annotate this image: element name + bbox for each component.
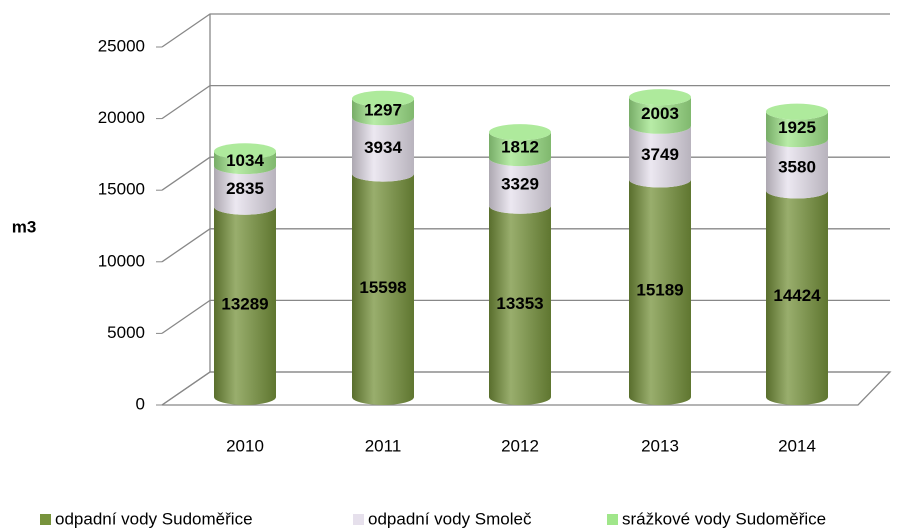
data-label: 15598 xyxy=(359,278,406,297)
y-tick-label: 15000 xyxy=(98,180,145,199)
bar-top xyxy=(629,89,691,106)
y-tick-label: 20000 xyxy=(98,108,145,127)
data-label: 14424 xyxy=(773,286,821,305)
bar-segment xyxy=(629,179,691,405)
data-label: 1925 xyxy=(778,118,816,137)
data-label: 3329 xyxy=(501,174,539,193)
x-tick-label: 2012 xyxy=(501,436,539,455)
bar-top xyxy=(352,90,414,107)
bar-segment xyxy=(352,98,414,126)
x-tick-label: 2011 xyxy=(365,436,402,455)
grid-line xyxy=(161,84,890,120)
data-label: 3749 xyxy=(641,145,679,164)
data-label: 1297 xyxy=(364,100,402,119)
x-tick-label: 2013 xyxy=(641,436,679,455)
bar-top xyxy=(214,143,276,160)
bar-segment xyxy=(766,139,828,199)
bar-segment xyxy=(489,132,551,167)
bar-segment xyxy=(629,125,691,188)
data-label: 1812 xyxy=(501,138,539,157)
legend-swatch xyxy=(40,514,51,525)
data-label: 3934 xyxy=(364,138,402,157)
bar-segment xyxy=(489,158,551,214)
data-label: 3580 xyxy=(778,157,816,176)
bar-segment xyxy=(214,206,276,405)
bar-segment xyxy=(629,97,691,134)
legend-label: srážkové vody Sudoměřice xyxy=(622,509,826,528)
bar-top xyxy=(489,124,551,141)
grid-line xyxy=(161,13,890,48)
bar-segment xyxy=(489,205,551,405)
bar-segment xyxy=(352,117,414,182)
y-tick-label: 10000 xyxy=(98,251,145,270)
legend-swatch xyxy=(353,514,364,525)
x-tick-label: 2010 xyxy=(226,436,264,455)
y-tick-label: 0 xyxy=(136,394,145,413)
data-label: 13289 xyxy=(221,294,268,313)
bar-top xyxy=(766,103,828,120)
data-label: 2003 xyxy=(641,104,679,123)
y-tick-label: 5000 xyxy=(107,323,145,342)
y-tick-label: 25000 xyxy=(98,36,145,55)
data-label: 2835 xyxy=(226,179,264,198)
legend-label: odpadní vody Sudoměřice xyxy=(55,509,253,528)
data-label: 1034 xyxy=(226,151,264,170)
data-label: 13353 xyxy=(496,294,543,313)
bar-segment xyxy=(214,151,276,175)
bar-segment xyxy=(214,166,276,215)
back-wall xyxy=(161,14,211,406)
data-label: 15189 xyxy=(636,281,683,300)
bar-segment xyxy=(352,173,414,405)
bar-segment xyxy=(766,190,828,405)
legend-label: odpadní vody Smoleč xyxy=(368,509,532,528)
legend-swatch xyxy=(607,514,618,525)
y-axis-label: m3 xyxy=(12,217,37,236)
x-tick-label: 2014 xyxy=(778,436,816,455)
bar-segment xyxy=(766,111,828,148)
